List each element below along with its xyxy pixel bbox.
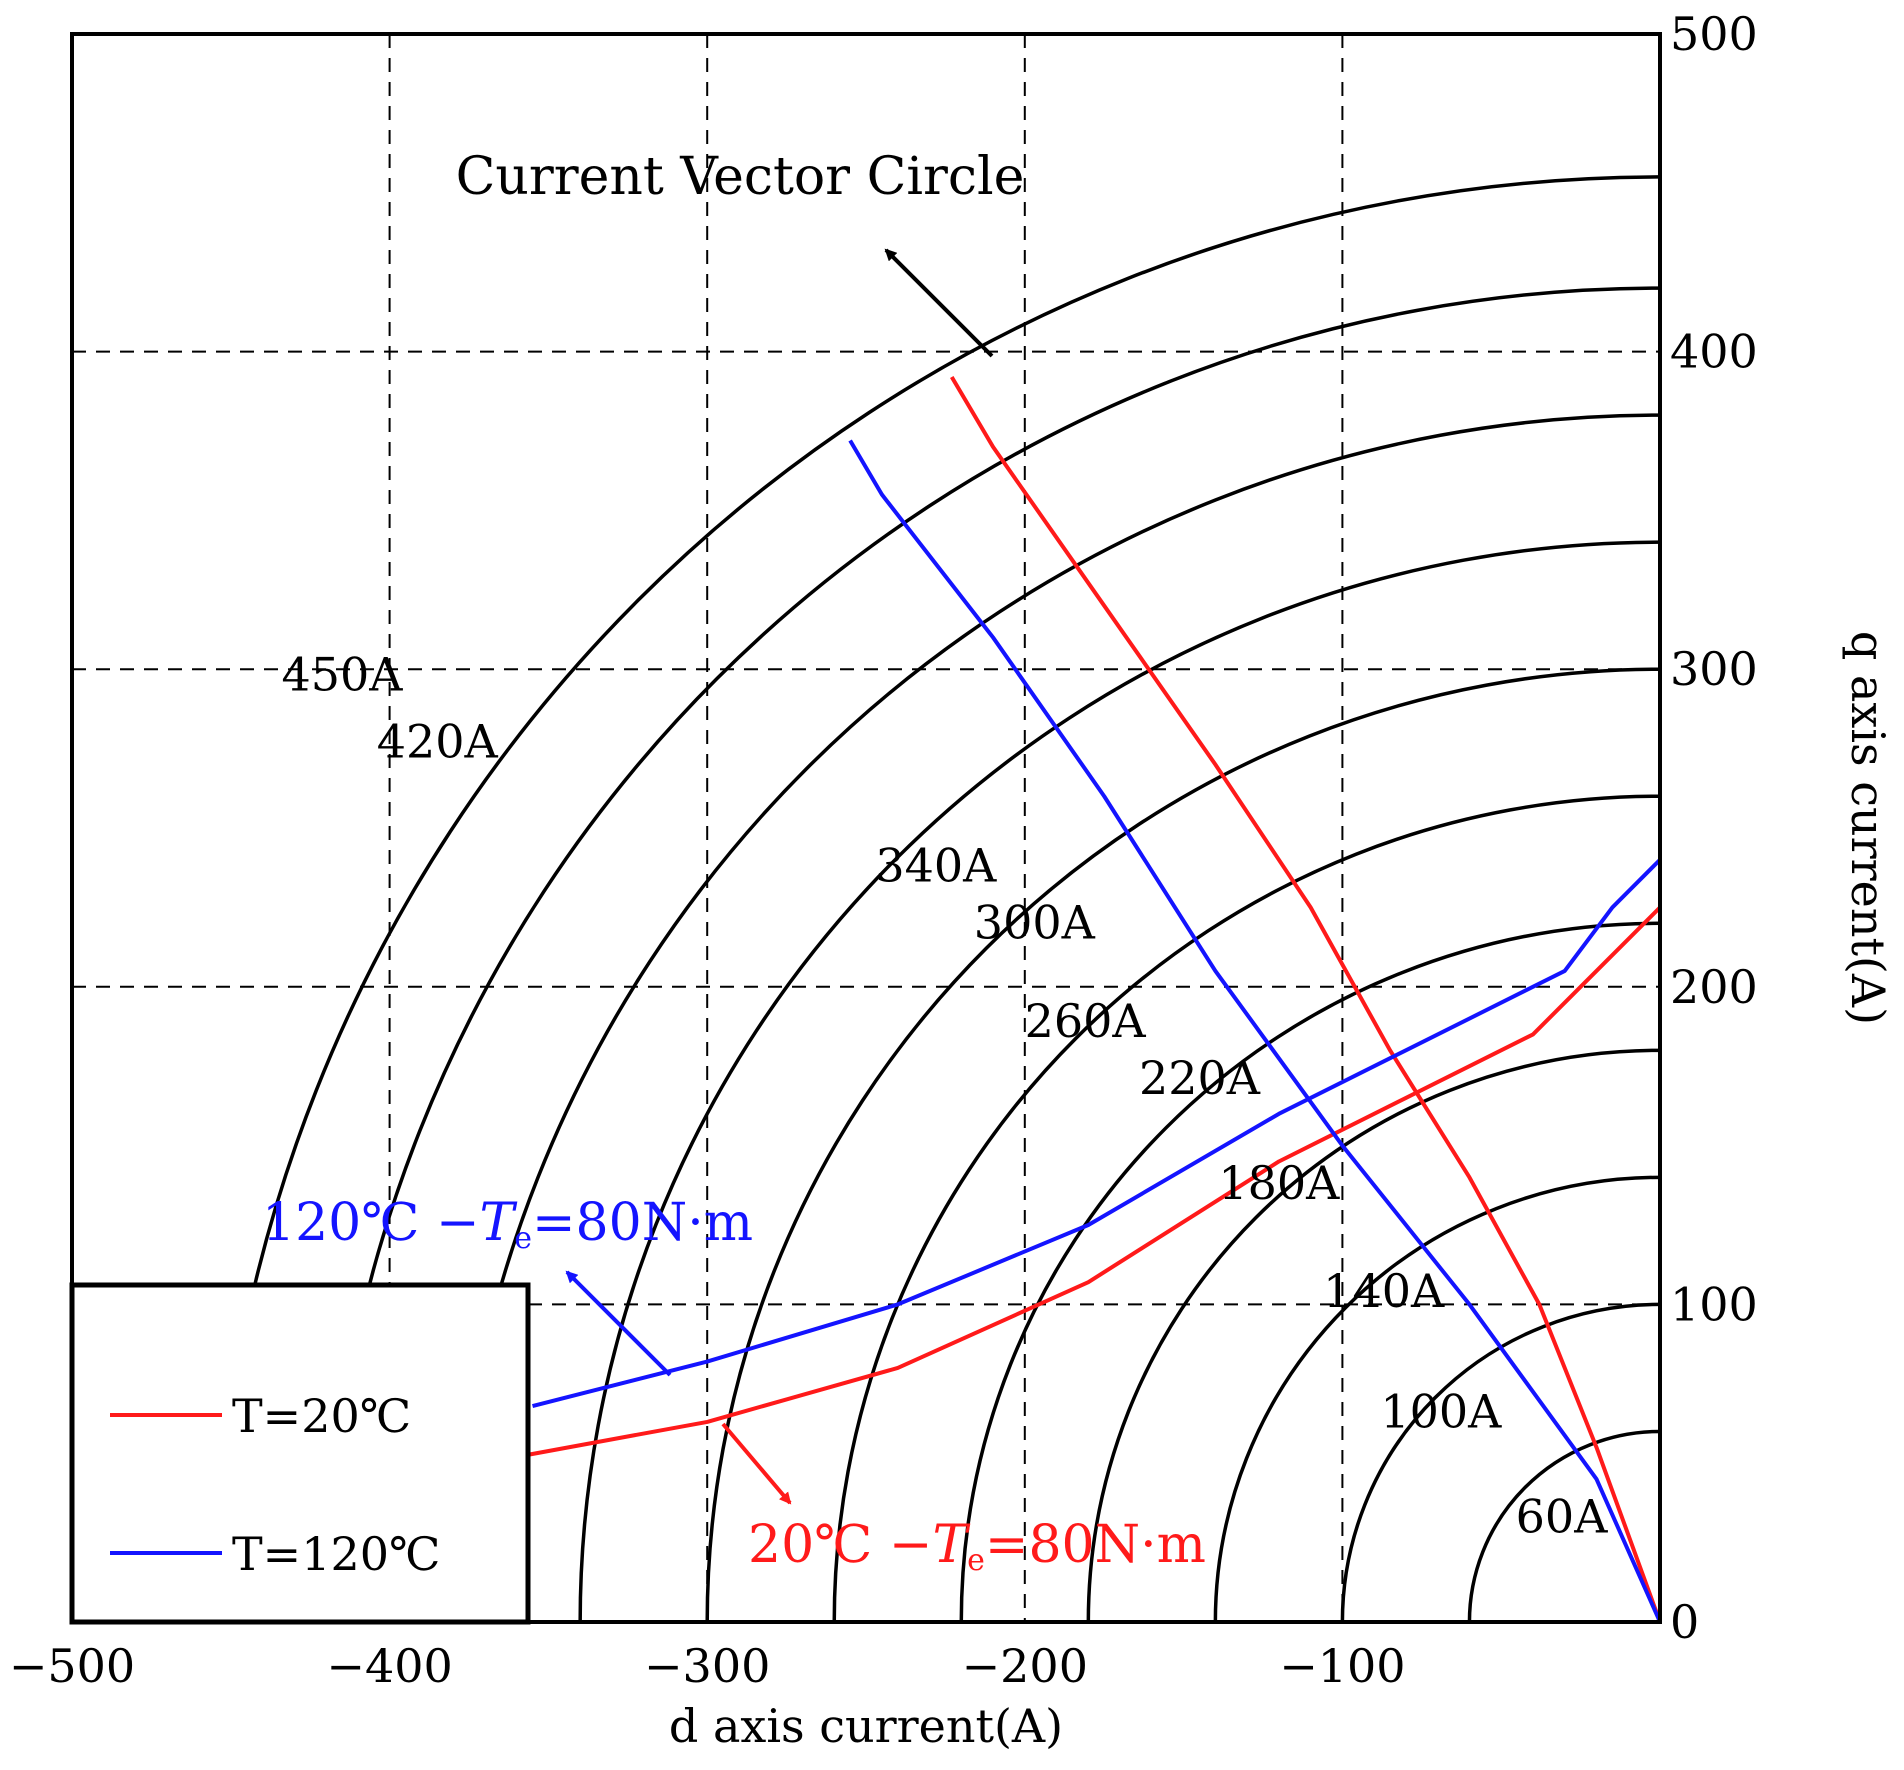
x-tick-label: −100 bbox=[1279, 1639, 1405, 1693]
grid-lines bbox=[72, 34, 1660, 1622]
circle-label-100: 100A bbox=[1380, 1385, 1502, 1439]
plot-frame bbox=[70, 32, 1662, 1624]
y-tick-label: 200 bbox=[1670, 960, 1758, 1014]
current-circle-140 bbox=[1213, 1175, 1660, 1622]
current-circle-300 bbox=[705, 667, 1660, 1622]
x-tick-label: −200 bbox=[962, 1639, 1088, 1693]
series-0-torque-line bbox=[516, 905, 1662, 1459]
series-1-torque-line bbox=[532, 858, 1662, 1408]
x-axis-ticks: −500 −400 −300 −200 −100 bbox=[9, 1639, 1406, 1693]
y-tick-label: 500 bbox=[1670, 7, 1758, 61]
legend-box bbox=[69, 1282, 531, 1625]
x-tick-label: −400 bbox=[326, 1639, 452, 1693]
current-circle-100 bbox=[1340, 1302, 1660, 1622]
x-axis-label: d axis current(A) bbox=[669, 1699, 1063, 1753]
annotation-blue-torque: 120℃ −Te=80N·m bbox=[262, 1193, 753, 1256]
current-circle-60 bbox=[1467, 1429, 1660, 1622]
circle-label-420: 420A bbox=[377, 714, 499, 768]
circle-label-140: 140A bbox=[1323, 1264, 1445, 1318]
circle-label-455: 450A bbox=[281, 648, 403, 702]
current-circle-340 bbox=[578, 540, 1660, 1622]
current-circle-180 bbox=[1086, 1048, 1660, 1622]
current-circle-455 bbox=[213, 175, 1660, 1622]
legend-label-120c: T=120℃ bbox=[232, 1527, 440, 1581]
annotation-red-torque: 20℃ −Te=80N·m bbox=[748, 1515, 1206, 1578]
x-tick-label: −500 bbox=[9, 1639, 135, 1693]
series-layer bbox=[516, 375, 1662, 1623]
y-tick-label: 400 bbox=[1670, 325, 1758, 379]
current-circle-260 bbox=[832, 794, 1660, 1622]
circle-label-220: 220A bbox=[1139, 1051, 1261, 1105]
y-axis-label: q axis current(A) bbox=[1841, 631, 1895, 1025]
legend: T=20℃ T=120℃ bbox=[69, 1282, 531, 1625]
y-axis-ticks: 0 100 200 300 400 500 bbox=[1670, 7, 1758, 1649]
y-tick-label: 0 bbox=[1670, 1595, 1699, 1649]
annotation-current-vector-circle: Current Vector Circle bbox=[456, 147, 1025, 207]
circle-label-260: 260A bbox=[1025, 994, 1147, 1048]
arrow-current-vector-circle bbox=[884, 248, 994, 358]
arrow-red-torque bbox=[721, 1422, 792, 1505]
legend-label-20c: T=20℃ bbox=[232, 1389, 411, 1443]
circle-label-340: 340A bbox=[875, 838, 997, 892]
arrow-blue-torque bbox=[565, 1270, 672, 1377]
circle-label-60: 60A bbox=[1516, 1489, 1609, 1543]
y-tick-label: 300 bbox=[1670, 642, 1758, 696]
circle-label-300: 300A bbox=[974, 895, 1096, 949]
x-tick-label: −300 bbox=[644, 1639, 770, 1693]
y-tick-label: 100 bbox=[1670, 1277, 1758, 1331]
current-circle-220 bbox=[959, 921, 1660, 1622]
series-1-mtpa-line bbox=[848, 439, 1662, 1623]
series-0-mtpa-line bbox=[950, 375, 1662, 1623]
circle-label-180: 180A bbox=[1218, 1156, 1340, 1210]
